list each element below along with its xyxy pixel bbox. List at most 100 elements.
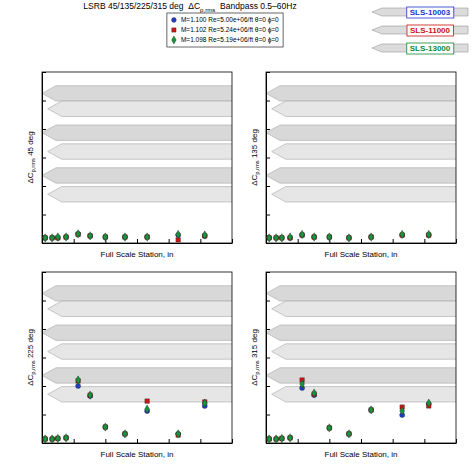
plot-frame: [266, 72, 456, 243]
point: [64, 233, 69, 241]
legend-marker: [172, 36, 177, 44]
y-tick-mark: [266, 129, 270, 130]
rocket-body: [42, 325, 232, 340]
point: [274, 234, 279, 242]
point: [279, 234, 284, 242]
point: [312, 389, 317, 397]
x-tick-mark: [361, 439, 362, 443]
rocket-background: [266, 286, 456, 402]
y-tick: [42, 215, 46, 216]
legend-box: [167, 13, 283, 47]
point: [327, 233, 332, 241]
config-label: SLS-11000: [410, 26, 451, 35]
rocket-body: [266, 86, 456, 101]
x-tick: [200, 239, 201, 243]
config-label-box: [407, 25, 454, 36]
y-tick-mark: [266, 301, 270, 302]
x-tick-mark: [393, 239, 394, 243]
x-tick: [74, 439, 75, 443]
legend: M=1.100 Re=5.00e+06/ft θ=0 ϕ=0M=1.102 Re…: [167, 13, 283, 47]
y-tick-mark: [266, 215, 270, 216]
y-axis: [42, 273, 46, 444]
x-tick: [329, 439, 330, 443]
x-tick: [393, 439, 394, 443]
config-label: SLS-10003: [410, 8, 451, 17]
point: [347, 430, 352, 438]
point: [312, 233, 317, 241]
point: [145, 233, 150, 241]
point: [145, 405, 150, 413]
point: [76, 376, 81, 384]
rocket-body: [272, 301, 456, 316]
config-label-box: [407, 43, 454, 54]
y-tick-mark: [42, 358, 46, 359]
x-tick-mark: [105, 439, 106, 443]
y-tick-mark: [266, 358, 270, 359]
rocket-background: [42, 86, 232, 202]
point: [279, 434, 284, 442]
y-tick: [42, 301, 46, 302]
config-label: SLS-13000: [410, 44, 451, 53]
y-tick: [42, 129, 46, 130]
y-tick-mark: [42, 215, 46, 216]
y-tick: [42, 101, 46, 102]
point: [369, 406, 374, 414]
x-tick: [424, 239, 425, 243]
y-axis-title: ΔCp,rms 135 deg: [250, 129, 260, 186]
x-tick-mark: [424, 439, 425, 443]
y-tick: [42, 329, 46, 330]
point: [176, 230, 181, 238]
point: [300, 230, 305, 238]
x-tick-mark: [137, 239, 138, 243]
point: [267, 435, 272, 443]
x-tick: [200, 439, 201, 443]
rocket-body: [48, 344, 232, 359]
rocket-body: [42, 368, 232, 383]
point: [202, 231, 207, 239]
rocket-body: [266, 125, 456, 140]
point: [123, 430, 128, 438]
y-tick: [42, 386, 46, 387]
point: [369, 233, 374, 241]
config-label-box: [407, 7, 454, 18]
point: [274, 435, 279, 443]
y-tick-mark: [42, 301, 46, 302]
x-tick: [361, 439, 362, 443]
y-axis: [266, 273, 270, 444]
y-tick: [42, 158, 46, 159]
point: [202, 399, 207, 407]
point: [267, 234, 272, 242]
y-tick-mark: [266, 415, 270, 416]
point: [176, 430, 181, 438]
x-tick-mark: [298, 439, 299, 443]
x-tick-mark: [200, 439, 201, 443]
y-tick-mark: [266, 386, 270, 387]
y-tick: [42, 415, 46, 416]
x-tick-mark: [169, 439, 170, 443]
x-tick: [105, 439, 106, 443]
point: [300, 380, 305, 388]
x-tick: [74, 239, 75, 243]
plot-frame: [42, 272, 232, 443]
point: [145, 399, 149, 403]
legend-label: M=1.102 Re=5.24e+06/ft θ=0 ϕ=0: [181, 26, 279, 34]
x-tick-mark: [393, 439, 394, 443]
points: [43, 230, 208, 242]
point: [43, 435, 48, 443]
point: [347, 234, 352, 242]
rocket-body: [48, 101, 232, 116]
y-tick: [266, 101, 270, 102]
rocket-body: [272, 344, 456, 359]
x-tick: [137, 239, 138, 243]
y-tick-mark: [42, 386, 46, 387]
rocket-background: [266, 86, 456, 202]
y-tick-mark: [42, 158, 46, 159]
x-axis-title: Full Scale Station, in: [101, 250, 174, 259]
point: [88, 391, 93, 399]
point: [50, 435, 55, 443]
point: [400, 230, 405, 238]
point: [76, 230, 81, 238]
x-tick: [298, 239, 299, 243]
plot-frame: [266, 272, 456, 443]
legend-marker: [172, 28, 176, 32]
